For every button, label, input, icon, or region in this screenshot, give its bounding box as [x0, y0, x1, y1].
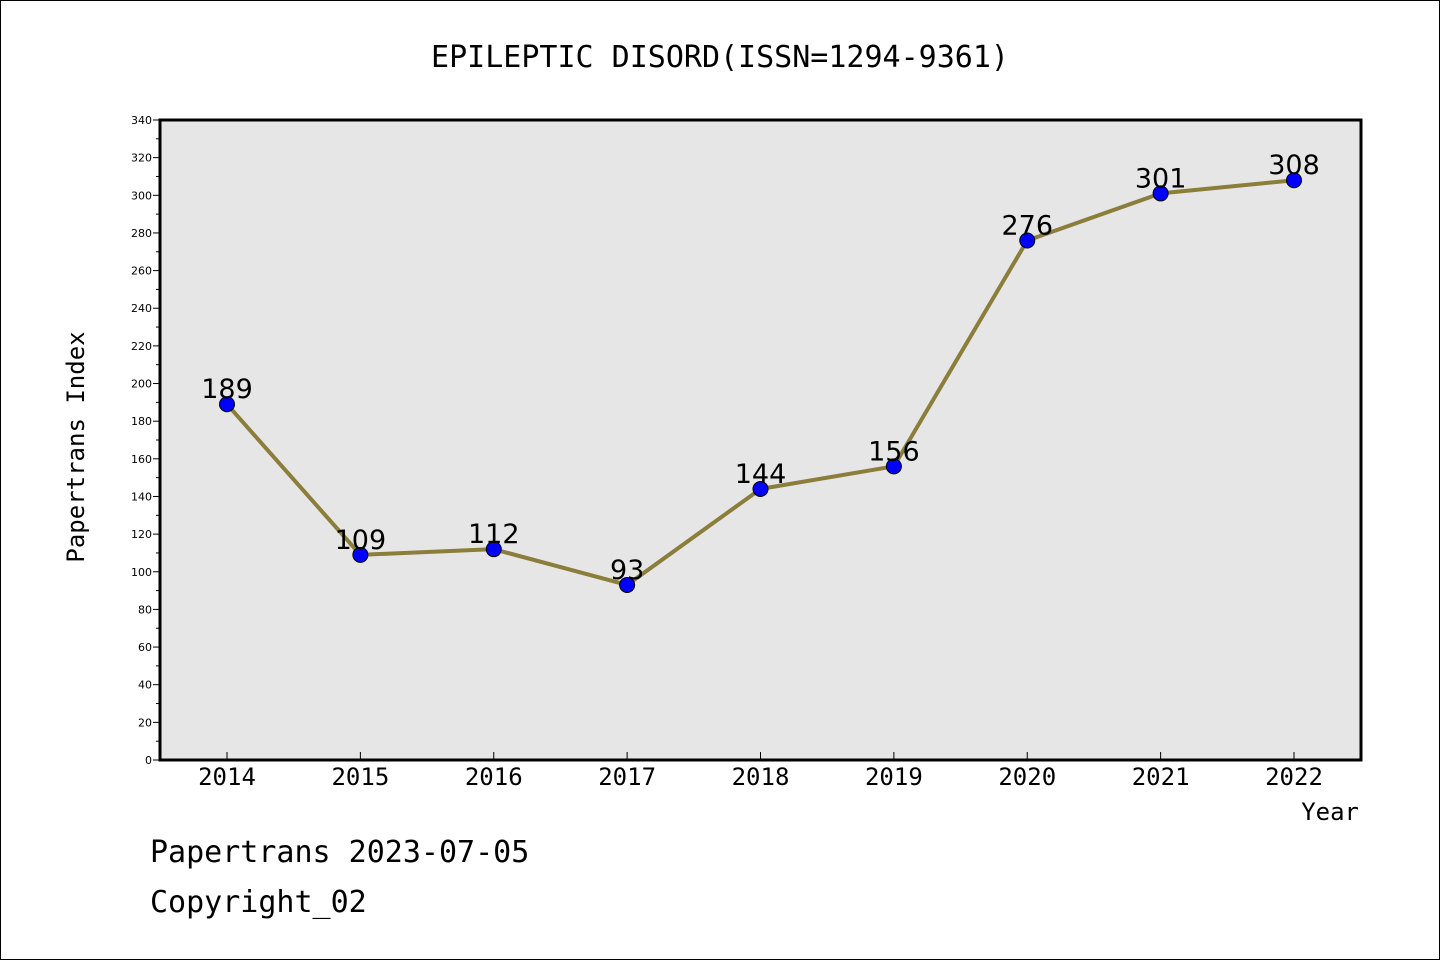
x-tick-label: 2021 — [1132, 763, 1190, 791]
y-tick-label: 120 — [131, 528, 152, 541]
y-axis: 0 20 40 60 80 100 120 140 160 180 200 220 240 260 280 3… — [131, 114, 160, 767]
data-point — [619, 576, 636, 593]
footer-copyright: Copyright_02 — [150, 885, 367, 920]
data-point — [1019, 232, 1036, 249]
y-tick-label: 100 — [131, 566, 152, 579]
y-tick-label: 60 — [138, 641, 152, 654]
x-tick-label: 2020 — [998, 763, 1056, 791]
y-tick-label: 220 — [131, 340, 152, 353]
y-tick-label: 240 — [131, 302, 152, 315]
x-tick-label: 2016 — [465, 763, 523, 791]
y-tick-label: 180 — [131, 415, 152, 428]
data-label: 189 — [201, 374, 253, 405]
data-label: 93 — [610, 555, 644, 586]
footer-date: Papertrans 2023-07-05 — [150, 835, 530, 870]
y-tick-label: 280 — [131, 227, 152, 240]
x-tick-label: 2014 — [198, 763, 256, 791]
y-tick-label: 260 — [131, 265, 152, 278]
data-point — [885, 458, 902, 475]
y-tick-label: 80 — [138, 603, 152, 616]
data-point — [352, 546, 369, 563]
data-label: 301 — [1135, 163, 1187, 194]
x-axis-label: Year — [1301, 798, 1359, 826]
data-label: 144 — [735, 459, 787, 490]
x-tick-label: 2019 — [865, 763, 923, 791]
data-label: 109 — [335, 525, 387, 556]
y-tick-label: 20 — [138, 716, 152, 729]
y-tick-label: 140 — [131, 490, 152, 503]
data-label: 276 — [1001, 210, 1053, 241]
x-tick-label: 2018 — [732, 763, 790, 791]
plot-area — [158, 118, 1363, 762]
y-tick-label: 160 — [131, 453, 152, 466]
x-tick-label: 2022 — [1265, 763, 1323, 791]
y-tick-label: 340 — [131, 114, 152, 127]
y-axis-label: Papertrans Index — [62, 331, 90, 562]
data-label: 308 — [1268, 150, 1320, 181]
y-tick-label: 0 — [145, 754, 152, 767]
x-tick-label: 2017 — [598, 763, 656, 791]
data-label: 156 — [868, 436, 920, 467]
y-tick-label: 320 — [131, 152, 152, 165]
series-group: 189 109 112 93 144 156 276 301 308 — [201, 150, 1320, 593]
data-point — [485, 541, 502, 558]
y-tick-label: 200 — [131, 378, 152, 391]
x-axis: 2014 2015 2016 2017 2018 2019 2020 2021 2022 — [198, 752, 1323, 791]
x-tick-label: 2015 — [331, 763, 389, 791]
data-label: 112 — [468, 519, 520, 550]
data-point — [1152, 185, 1169, 202]
y-tick-label: 40 — [138, 679, 152, 692]
chart-title: EPILEPTIC DISORD(ISSN=1294-9361) — [431, 40, 1009, 75]
y-tick-label: 300 — [131, 189, 152, 202]
data-point — [752, 480, 769, 497]
data-point — [219, 396, 235, 413]
data-point — [1286, 172, 1302, 189]
